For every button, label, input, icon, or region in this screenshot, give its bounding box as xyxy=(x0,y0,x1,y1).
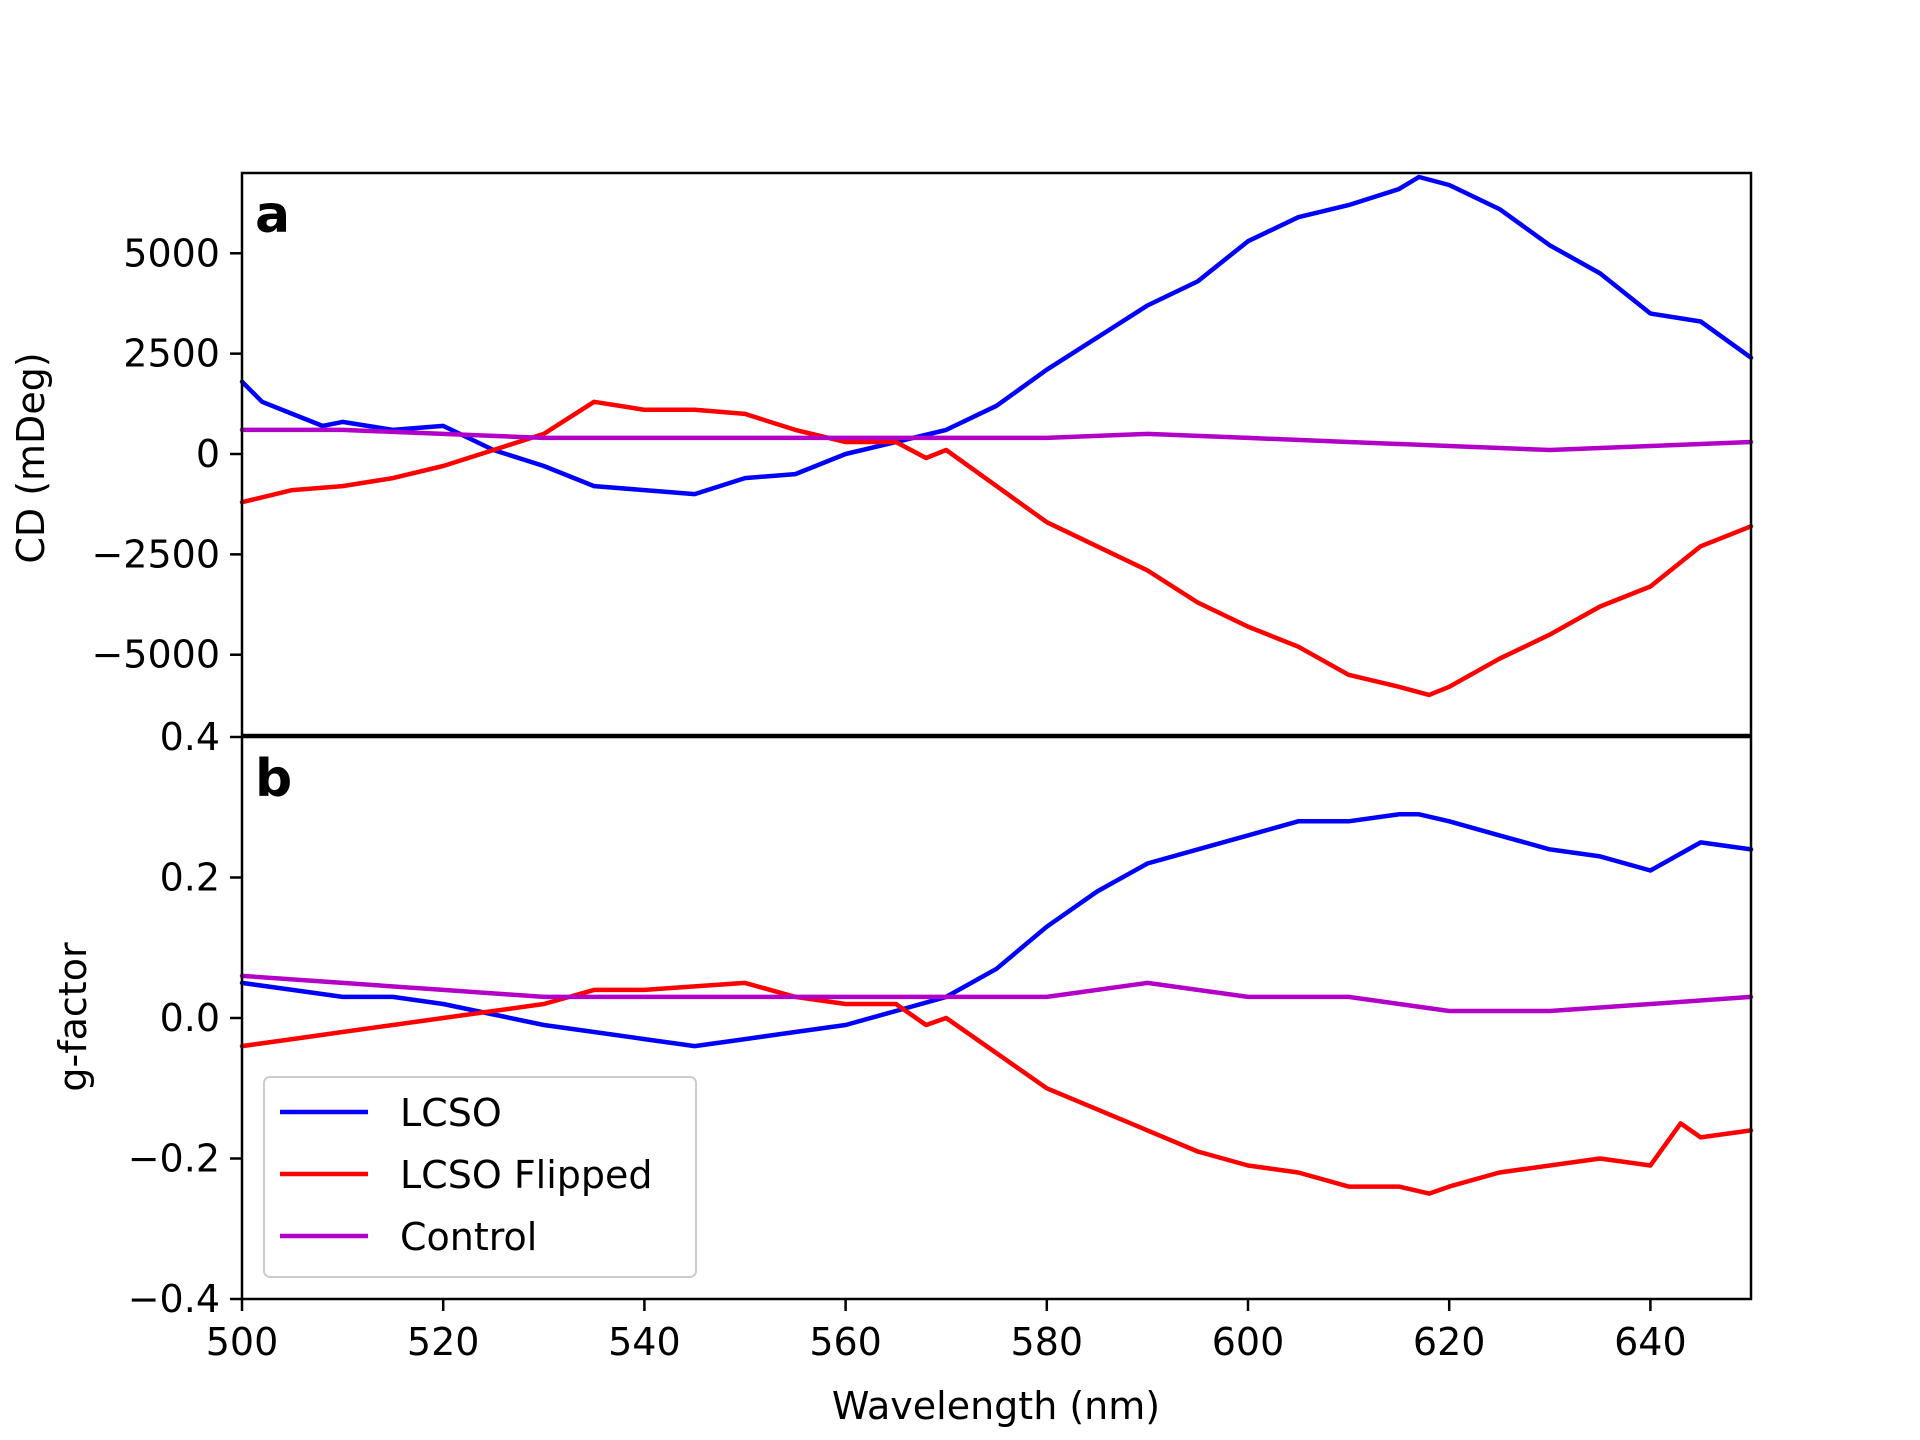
legend-label-lcso-flipped: LCSO Flipped xyxy=(400,1153,653,1197)
panel-letter-b: b xyxy=(255,749,292,809)
ytick-label-a-0: 5000 xyxy=(123,231,220,275)
xtick-label-6: 620 xyxy=(1413,1320,1486,1364)
series-line-a-control xyxy=(239,427,1754,453)
panel-b-lines xyxy=(239,812,1754,1196)
ytick-label-a-2: 0 xyxy=(196,432,220,476)
panel-a-frame xyxy=(240,171,1753,737)
ytick-label-b-3: −0.2 xyxy=(128,1137,220,1181)
panel-a-lines xyxy=(239,174,1754,698)
ytick-label-a-4: −5000 xyxy=(91,633,220,677)
series-line-b-lcso xyxy=(239,812,1754,1049)
xtick-label-0: 500 xyxy=(206,1320,279,1364)
legend: LCSO LCSO Flipped Control xyxy=(263,1076,697,1278)
legend-box xyxy=(263,1076,697,1278)
panel-b-ylabel: g-factor xyxy=(51,942,95,1092)
xtick-label-4: 580 xyxy=(1011,1320,1084,1364)
panel-b-frame xyxy=(240,735,1753,1301)
ytick-label-a-1: 2500 xyxy=(123,332,220,376)
panel-b-yticks: 0.4 0.2 0.0 −0.2 −0.4 xyxy=(128,715,242,1321)
legend-label-control: Control xyxy=(400,1215,537,1259)
panel-a: a CD (mDeg) 5000 2500 0 −2500 −5000 xyxy=(9,171,1754,737)
panel-a-yticks: 5000 2500 0 −2500 −5000 xyxy=(91,231,242,677)
xtick-label-5: 600 xyxy=(1212,1320,1285,1364)
x-axis-label: Wavelength (nm) xyxy=(832,1384,1160,1428)
series-line-b-control xyxy=(239,973,1754,1014)
ytick-label-a-3: −2500 xyxy=(91,532,220,576)
panel-a-ylabel: CD (mDeg) xyxy=(9,352,53,563)
panel-b: b g-factor Wavelength (nm) 0.4 0.2 0.0 −0.2… xyxy=(51,715,1754,1428)
panel-b-xticks: 500 520 540 560 580 600 620 640 xyxy=(206,1299,1687,1364)
xtick-label-7: 640 xyxy=(1614,1320,1687,1364)
ytick-label-b-1: 0.2 xyxy=(160,856,220,900)
xtick-label-2: 540 xyxy=(608,1320,681,1364)
series-line-a-lcso xyxy=(239,174,1754,497)
legend-label-lcso: LCSO xyxy=(400,1091,502,1135)
ytick-label-b-4: −0.4 xyxy=(128,1277,220,1321)
series-line-b-lcso-flipped xyxy=(239,980,1754,1196)
xtick-label-1: 520 xyxy=(407,1320,480,1364)
series-line-a-lcso-flipped xyxy=(239,399,1754,698)
ytick-label-b-0: 0.4 xyxy=(160,715,220,759)
panel-letter-a: a xyxy=(255,185,290,245)
xtick-label-3: 560 xyxy=(809,1320,882,1364)
ytick-label-b-2: 0.0 xyxy=(160,996,220,1040)
